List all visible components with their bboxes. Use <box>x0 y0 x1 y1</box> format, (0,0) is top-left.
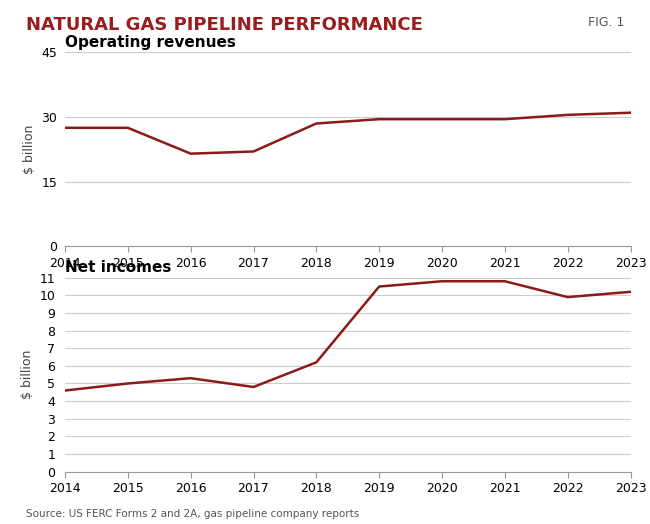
Text: FIG. 1: FIG. 1 <box>588 16 624 29</box>
Y-axis label: $ billion: $ billion <box>21 350 34 399</box>
Y-axis label: $ billion: $ billion <box>23 125 36 174</box>
Text: NATURAL GAS PIPELINE PERFORMANCE: NATURAL GAS PIPELINE PERFORMANCE <box>26 16 423 34</box>
Text: Net incomes: Net incomes <box>65 260 172 275</box>
Text: Operating revenues: Operating revenues <box>65 35 236 50</box>
Text: Source: US FERC Forms 2 and 2A, gas pipeline company reports: Source: US FERC Forms 2 and 2A, gas pipe… <box>26 509 359 519</box>
